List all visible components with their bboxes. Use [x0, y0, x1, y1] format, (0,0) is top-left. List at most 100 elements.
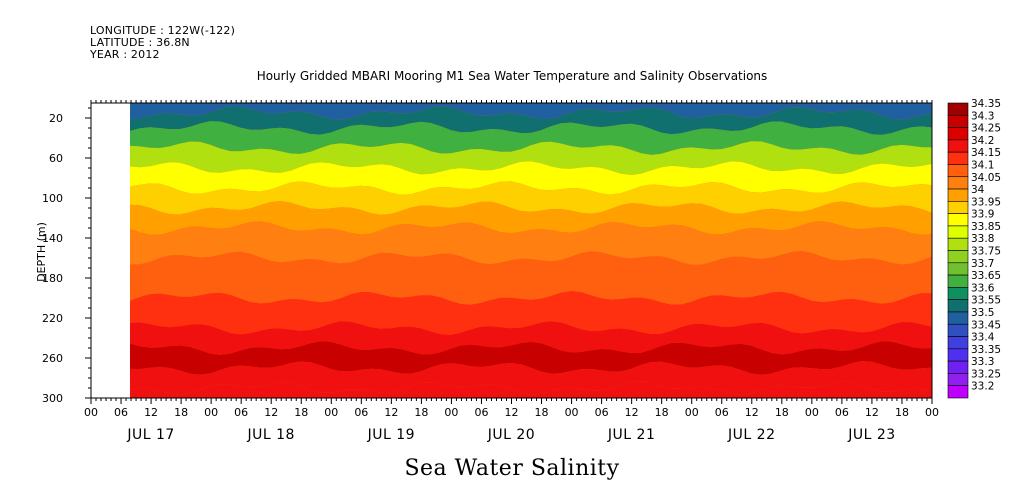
latitude-label: LATITUDE : 36.8N [90, 36, 190, 49]
x-tick-label: 00 [565, 406, 579, 419]
salinity-band [130, 161, 932, 195]
colorbar-swatch [947, 385, 969, 399]
salinity-band [130, 201, 932, 235]
y-axis-label: DEPTH (m) [35, 222, 48, 282]
x-tick-label: 06 [595, 406, 609, 419]
x-tick-label: 18 [414, 406, 428, 419]
x-tick-label: 18 [895, 406, 909, 419]
longitude-label: LONGITUDE : 122W(-122) [90, 24, 236, 37]
salinity-band [130, 321, 932, 355]
colorbar-label: 33.6 [971, 282, 995, 294]
x-tick-label: 06 [354, 406, 368, 419]
colorbar-swatch [947, 348, 969, 362]
colorbar-swatch [947, 336, 969, 350]
colorbar-swatch [947, 287, 969, 300]
colorbar-swatch [947, 114, 969, 128]
colorbar-label: 33.4 [971, 332, 995, 344]
x-tick-label: 18 [655, 406, 669, 419]
x-day-label: JUL 20 [487, 427, 535, 443]
colorbar-swatch [947, 102, 969, 116]
x-day-label: JUL 18 [246, 427, 294, 443]
y-tick-label: 260 [42, 352, 63, 365]
colorbar-label: 34.3 [971, 110, 994, 122]
x-tick-label: 18 [775, 406, 789, 419]
y-tick-label: 60 [49, 152, 63, 165]
x-tick-label: 06 [234, 406, 248, 419]
colorbar-label: 33.3 [971, 356, 994, 368]
colorbar-swatch [947, 127, 969, 141]
salinity-band [130, 181, 932, 215]
colorbar-label: 34.05 [971, 172, 1001, 184]
colorbar-swatch [947, 188, 969, 202]
salinity-band [130, 221, 932, 265]
colorbar-swatch [947, 176, 969, 190]
x-tick-label: 18 [294, 406, 308, 419]
colorbar-label: 33.9 [971, 209, 994, 221]
x-tick-label: 12 [865, 406, 879, 419]
x-day-label: JUL 23 [847, 427, 895, 443]
x-tick-label: 00 [84, 406, 98, 419]
colorbar-swatch [947, 373, 969, 387]
salinity-band [130, 103, 932, 120]
salinity-band [130, 106, 932, 135]
y-tick-label: 220 [42, 312, 63, 325]
colorbar-swatch [947, 250, 969, 264]
colorbar-swatch [947, 360, 969, 374]
colorbar-swatch [947, 201, 969, 214]
colorbar-swatch [947, 237, 969, 251]
salinity-band [130, 121, 932, 155]
colorbar-label: 34.35 [971, 98, 1001, 110]
salinity-band [130, 291, 932, 335]
year-label: YEAR : 2012 [90, 48, 160, 61]
x-day-label: JUL 17 [126, 427, 174, 443]
x-tick-label: 00 [204, 406, 218, 419]
colorbar-label: 33.2 [971, 381, 994, 393]
x-axis: 00 06 12 18 00 06 12 18 00 06 12 18 00 06 12 18 00 06 12 18… [84, 398, 939, 443]
x-tick-label: 00 [444, 406, 458, 419]
colorbar-label: 34.2 [971, 135, 994, 147]
colorbar-label: 33.45 [971, 319, 1001, 331]
colorbar-swatch [947, 323, 969, 337]
x-tick-label: 12 [505, 406, 519, 419]
colorbar-label: 34 [971, 184, 985, 196]
y-tick-label: 100 [42, 192, 63, 205]
y-axis: 20 60 100 140 180 220 260 300 [42, 107, 91, 405]
salinity-field [130, 103, 932, 398]
colorbar-swatch [947, 311, 969, 325]
colorbar-label: 33.95 [971, 196, 1001, 208]
colorbar-swatch [947, 151, 969, 165]
x-tick-label: 12 [144, 406, 158, 419]
x-tick-label: 00 [324, 406, 338, 419]
x-tick-label: 06 [715, 406, 729, 419]
colorbar-swatch [947, 225, 969, 239]
colorbar-label: 33.75 [971, 246, 1001, 258]
colorbar-swatch [947, 274, 969, 288]
colorbar-swatch [947, 164, 969, 178]
x-tick-label: 12 [264, 406, 278, 419]
colorbar-label: 34.25 [971, 123, 1001, 135]
x-tick-label: 06 [474, 406, 488, 419]
x-tick-label: 06 [114, 406, 128, 419]
colorbar: 34.3534.334.2534.234.1534.134.053433.953… [947, 98, 1001, 399]
colorbar-swatch [947, 262, 969, 276]
salinity-band [130, 341, 932, 375]
x-tick-label: 18 [174, 406, 188, 419]
x-tick-label: 00 [685, 406, 699, 419]
x-tick-label: 00 [925, 406, 939, 419]
x-tick-label: 00 [805, 406, 819, 419]
colorbar-label: 34.1 [971, 159, 994, 171]
colorbar-swatch [947, 213, 969, 227]
x-tick-label: 12 [745, 406, 759, 419]
colorbar-label: 33.7 [971, 258, 994, 270]
colorbar-label: 34.15 [971, 147, 1001, 159]
x-day-label: JUL 19 [367, 427, 415, 443]
x-tick-label: 06 [835, 406, 849, 419]
x-tick-label: 12 [384, 406, 398, 419]
y-tick-label: 20 [49, 112, 63, 125]
x-axis-label: Sea Water Salinity [404, 456, 619, 481]
x-tick-label: 12 [625, 406, 639, 419]
colorbar-swatch [947, 139, 969, 153]
colorbar-label: 33.35 [971, 344, 1001, 356]
colorbar-label: 33.5 [971, 307, 994, 319]
